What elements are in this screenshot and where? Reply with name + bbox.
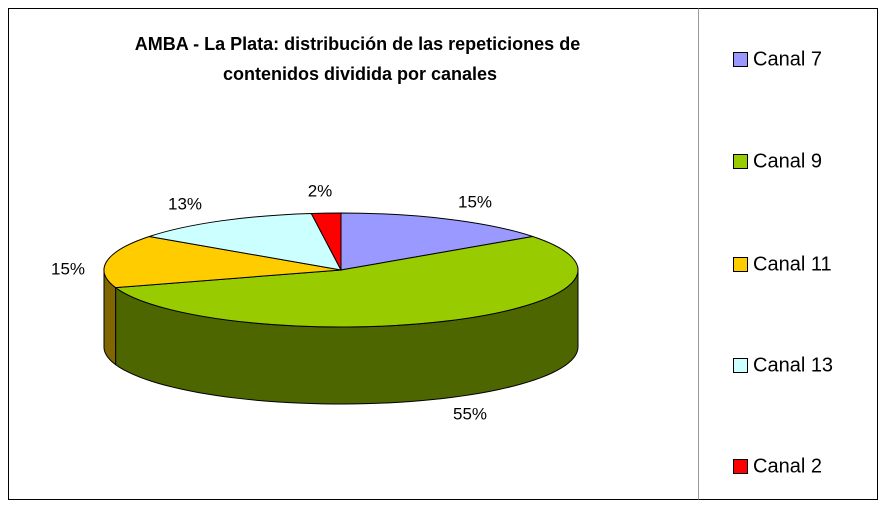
legend-label: Canal 9	[753, 150, 822, 172]
chart-title: AMBA - La Plata: distribución de las rep…	[135, 34, 585, 84]
data-label: 15%	[458, 192, 492, 211]
title-line: contenidos dividida por canales	[223, 64, 497, 84]
data-label: 55%	[453, 404, 487, 423]
legend-label: Canal 7	[753, 48, 822, 70]
data-label: 15%	[51, 259, 85, 278]
legend-swatch	[733, 459, 748, 474]
slice	[149, 212, 342, 271]
legend-label: Canal 11	[753, 253, 832, 275]
legend-label: Canal 13	[753, 354, 833, 376]
data-label: 2%	[308, 181, 333, 200]
slice	[310, 212, 342, 271]
slice	[340, 212, 533, 271]
title-line: AMBA - La Plata: distribución de las rep…	[135, 34, 580, 54]
legend-swatch	[733, 52, 748, 67]
legend-swatch	[733, 257, 748, 272]
data-label: 13%	[168, 194, 202, 213]
legend-swatch	[733, 154, 748, 169]
slice	[103, 235, 342, 289]
slice	[114, 235, 579, 328]
legend-swatch	[733, 358, 748, 373]
legend-label: Canal 2	[753, 455, 822, 477]
